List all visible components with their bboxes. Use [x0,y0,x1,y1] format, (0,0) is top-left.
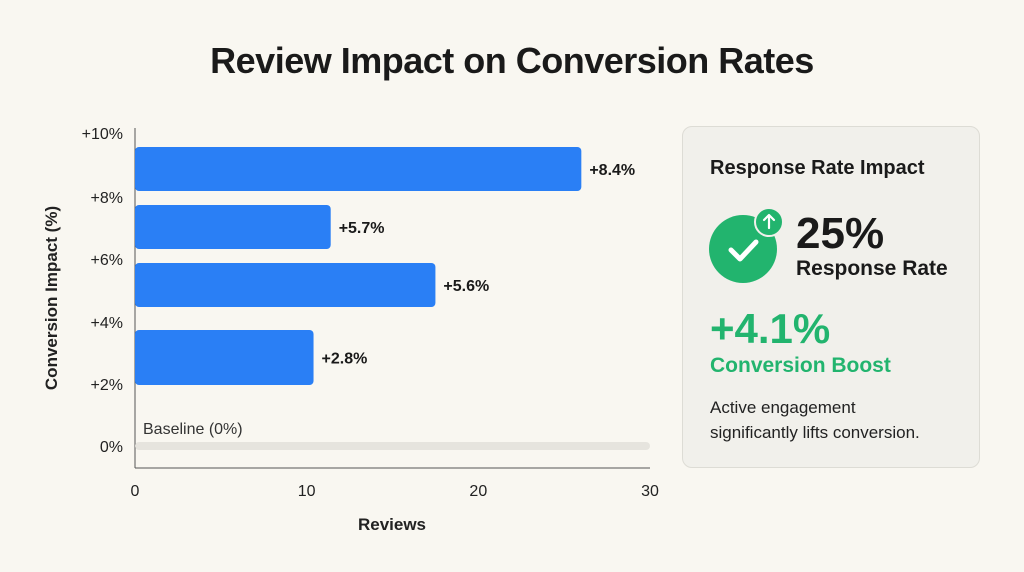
bar-chart: +10% +8% +6% +4% +2% 0% 0 10 20 30 Reviews Conversi… [42,126,659,534]
bar-value-label: +5.7% [339,220,385,237]
panel-description: Active engagement significantly lifts co… [710,395,920,445]
bar [135,330,314,385]
x-axis-title: Reviews [358,515,426,534]
bar-value-label: +8.4% [589,162,635,179]
y-tick-label: +4% [91,315,123,332]
response-rate-panel: Response Rate Impact 25% Response Rate +… [682,126,980,468]
y-tick-label: +8% [91,190,123,207]
bar [135,205,331,249]
response-rate-label: Response Rate [796,257,948,280]
y-tick-label: +2% [91,377,123,394]
conversion-boost-value: +4.1% [710,305,831,352]
chart-title: Review Impact on Conversion Rates [210,40,814,81]
y-tick-label: 0% [100,439,123,456]
bar [135,263,436,307]
y-tick-label: +6% [91,252,123,269]
x-tick-label: 0 [131,483,140,500]
response-rate-value: 25% [796,209,885,258]
conversion-boost-label: Conversion Boost [710,354,891,377]
y-tick-label: +10% [82,126,123,143]
x-tick-label: 30 [641,483,659,500]
arrow-up-icon [754,207,784,237]
baseline-label: Baseline (0%) [143,421,243,438]
x-tick-label: 20 [469,483,487,500]
bar-value-label: +2.8% [322,351,368,368]
y-axis-title: Conversion Impact (%) [42,206,61,390]
bar-value-label: +5.6% [443,278,489,295]
description-line: Active engagement [710,398,856,417]
description-line: significantly lifts conversion. [710,423,920,442]
panel-title: Response Rate Impact [710,157,925,179]
baseline-bar [135,442,650,450]
bar [135,147,582,191]
x-tick-label: 10 [298,483,316,500]
